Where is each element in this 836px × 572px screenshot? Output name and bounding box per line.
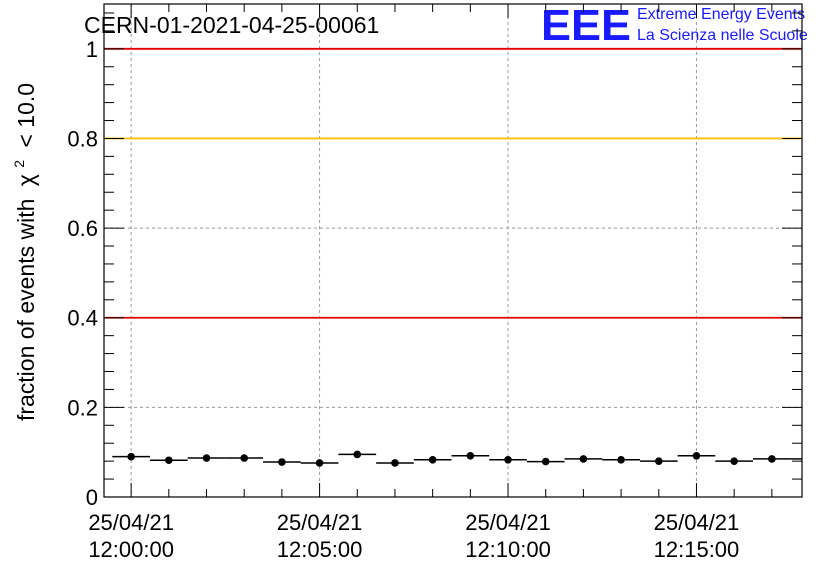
data-point — [654, 457, 663, 465]
y-axis-label: fraction of events with χ 2 < 10.0 — [3, 83, 39, 421]
data-point — [391, 459, 399, 467]
grid — [104, 4, 802, 497]
x-tick-label-date: 25/04/21 — [465, 510, 551, 535]
data-point — [692, 451, 701, 460]
chart-title: CERN-01-2021-04-25-00061 — [84, 12, 379, 38]
y-tick-label: 0.8 — [67, 126, 98, 151]
eee-logo-line1: Extreme Energy Events — [637, 6, 805, 23]
data-point — [730, 457, 738, 465]
y-tick-label: 1 — [86, 37, 98, 62]
data-point — [353, 450, 362, 459]
y-tick-label: 0 — [86, 485, 98, 510]
y-tick-label: 0.4 — [67, 306, 98, 331]
axis-ticks — [104, 4, 802, 498]
data-point — [504, 456, 512, 464]
data-point — [315, 459, 324, 467]
y-tick-labels: 0 0.2 0.4 0.6 0.8 1 — [67, 37, 98, 510]
y-tick-label: 0.6 — [67, 216, 98, 241]
x-tick-label-time: 12:00:00 — [88, 537, 174, 562]
x-tick-label-date: 25/04/21 — [277, 510, 363, 535]
x-tick-labels: 25/04/2112:00:0025/04/2112:05:0025/04/21… — [88, 510, 739, 562]
y-axis-label-suffix: < 10.0 — [13, 83, 39, 148]
data-point — [127, 452, 135, 461]
y-axis-label-prefix: fraction of events with — [13, 199, 39, 421]
y-axis-label-exponent: 2 — [11, 160, 27, 168]
data-point — [278, 458, 286, 466]
eee-logo-line2: La Scienza nelle Scuole — [637, 27, 808, 44]
plot-frame — [103, 3, 803, 498]
data-point — [541, 457, 550, 466]
eee-logo-mark: EEE — [541, 1, 631, 50]
reference-lines — [104, 47, 802, 319]
data-point — [165, 456, 173, 465]
data-point — [202, 454, 211, 462]
data-point — [466, 451, 475, 460]
data-point — [768, 455, 776, 463]
x-tick-label-date: 25/04/21 — [654, 510, 740, 535]
x-tick-label-date: 25/04/21 — [88, 510, 174, 535]
x-tick-label-time: 12:15:00 — [654, 537, 740, 562]
x-tick-label-time: 12:10:00 — [465, 537, 551, 562]
data-point — [240, 454, 249, 462]
y-tick-label: 0.2 — [67, 395, 98, 420]
x-tick-label-time: 12:05:00 — [277, 537, 363, 562]
data-point — [617, 456, 625, 464]
data-point — [579, 455, 588, 463]
y-axis-label-symbol: χ — [13, 174, 39, 186]
data-points — [112, 450, 802, 467]
eee-logo: EEE Extreme Energy Events La Scienza nel… — [541, 1, 808, 50]
data-point — [428, 456, 437, 464]
